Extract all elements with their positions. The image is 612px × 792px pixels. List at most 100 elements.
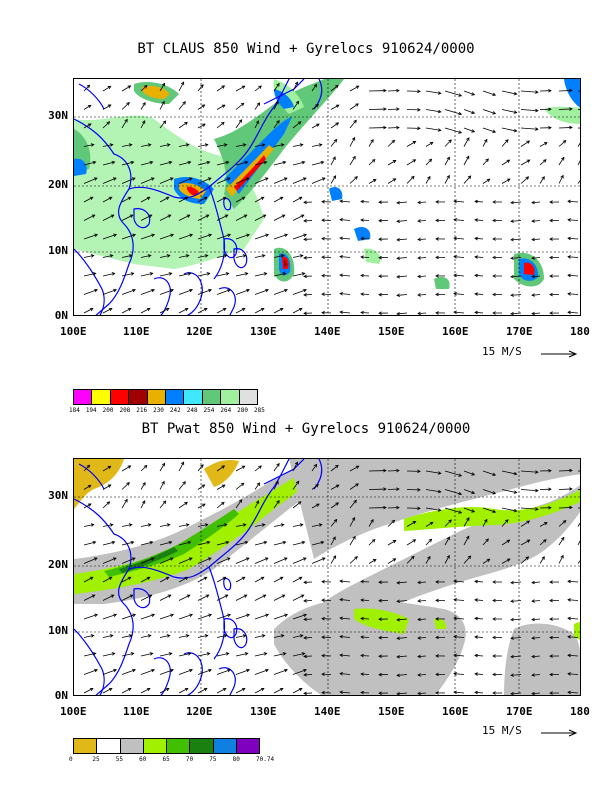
wind-vector	[397, 220, 408, 222]
wind-vector-head	[383, 468, 387, 473]
wind-vector-head	[142, 101, 146, 106]
wind-vector	[387, 558, 396, 564]
wind-vector	[368, 519, 374, 527]
wind-vector	[360, 692, 370, 694]
bottom-ylabel-30n: 30N	[48, 489, 68, 502]
wind-vector	[140, 120, 146, 129]
wind-vector-head	[282, 272, 287, 276]
wind-vector	[349, 85, 359, 92]
wind-vector-head	[206, 160, 211, 165]
wind-vector-head	[506, 159, 511, 163]
wind-vector-head	[303, 256, 307, 260]
wind-vector-head	[351, 136, 356, 141]
wind-vector-head	[238, 499, 243, 503]
wind-vector-head	[151, 233, 156, 237]
wind-vector-head	[303, 274, 307, 279]
wind-vector-head	[474, 236, 478, 241]
wind-vector-head	[130, 652, 135, 656]
wind-vector-head	[204, 143, 209, 147]
wind-vector-head	[378, 237, 382, 241]
wind-vector	[216, 196, 226, 203]
wind-vector	[360, 238, 370, 240]
wind-vector	[216, 652, 229, 657]
wind-vector	[273, 481, 279, 490]
wind-vector-head	[147, 254, 152, 258]
wind-vector-head	[127, 85, 132, 89]
wind-vector-head	[241, 465, 246, 469]
wind-vector-head	[510, 580, 514, 585]
wind-vector	[254, 234, 269, 240]
wind-vector	[463, 507, 475, 513]
wind-vector-head	[147, 143, 152, 147]
wind-vector	[197, 484, 205, 490]
wind-vector-head	[435, 237, 439, 241]
wind-vector	[567, 599, 579, 601]
wind-vector-head	[258, 85, 262, 89]
wind-vector-head	[569, 505, 573, 510]
wind-vector	[102, 177, 117, 184]
wind-vector	[311, 84, 317, 92]
wind-vector-head	[531, 617, 535, 622]
wind-vector	[349, 119, 357, 129]
wind-vector	[531, 655, 541, 658]
wind-vector	[474, 636, 484, 638]
wind-vector	[311, 484, 319, 490]
wind-vector-head	[295, 480, 300, 485]
wind-vector-head	[543, 142, 548, 146]
bottom-colorbar-tick: 25	[92, 756, 100, 763]
wind-vector-head	[150, 177, 155, 181]
wind-vector-head	[131, 177, 136, 181]
wind-vector-head	[208, 613, 213, 617]
wind-vector-head	[299, 634, 304, 638]
wind-vector-head	[184, 501, 188, 506]
wind-vector	[425, 109, 441, 113]
wind-vector-head	[383, 505, 387, 510]
wind-vector	[102, 484, 111, 490]
wind-vector-head	[383, 107, 387, 111]
wind-vector	[501, 489, 517, 494]
wind-vector	[349, 536, 356, 546]
wind-vector-head	[467, 175, 472, 180]
wind-vector-head	[284, 613, 289, 617]
wind-vector-head	[321, 255, 325, 260]
wind-vector-head	[127, 465, 132, 469]
wind-vector	[340, 200, 351, 203]
wind-vector	[368, 539, 376, 546]
wind-vector-head	[567, 292, 571, 296]
wind-vector	[482, 489, 496, 494]
top-colorbar-swatch	[74, 390, 93, 404]
wind-vector	[311, 144, 322, 147]
wind-vector	[349, 465, 359, 472]
wind-vector	[140, 500, 146, 509]
wind-vector-head	[302, 557, 307, 561]
wind-vector-head	[417, 200, 421, 205]
wind-vector-head	[371, 158, 376, 163]
wind-vector	[311, 104, 319, 110]
wind-vector	[178, 81, 184, 92]
wind-vector-head	[89, 687, 94, 692]
wind-vector	[273, 500, 280, 509]
wind-vector	[83, 688, 94, 694]
wind-vector	[140, 177, 155, 184]
wind-vector-head	[110, 594, 115, 598]
wind-vector	[197, 214, 209, 221]
wind-vector	[520, 109, 538, 112]
wind-vector-head	[492, 255, 496, 260]
wind-vector-head	[161, 100, 165, 105]
wind-vector	[501, 470, 517, 475]
wind-vector-head	[471, 110, 476, 115]
wind-vector-head	[372, 559, 377, 563]
wind-vector-head	[510, 636, 514, 640]
top-colorbar-swatch	[184, 390, 203, 404]
wind-vector-head	[226, 177, 231, 181]
wind-vector	[417, 220, 427, 222]
wind-vector	[254, 214, 266, 221]
bottom-map-panel	[73, 458, 581, 696]
wind-vector	[360, 673, 370, 675]
wind-vector-head	[240, 102, 245, 107]
wind-vector	[425, 538, 432, 546]
wind-vector	[102, 688, 113, 694]
wind-vector-head	[453, 579, 457, 584]
wind-vector-head	[510, 599, 514, 603]
wind-vector	[292, 634, 303, 638]
